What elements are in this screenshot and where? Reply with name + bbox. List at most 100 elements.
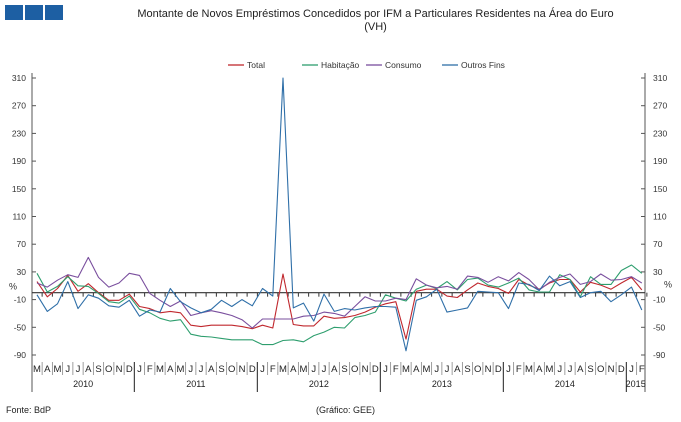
y-tick-label-right: 190 — [653, 156, 667, 166]
month-label: D — [126, 364, 133, 375]
month-label: M — [402, 364, 410, 375]
y-tick-label-left: 270 — [12, 101, 26, 111]
series-line-total — [36, 273, 643, 340]
month-label: S — [587, 364, 593, 375]
month-label: M — [423, 364, 431, 375]
month-label: D — [618, 364, 625, 375]
month-label: F — [270, 364, 276, 375]
month-label: D — [495, 364, 502, 375]
month-label: M — [300, 364, 308, 375]
y-tick-label-left: 310 — [12, 73, 26, 83]
month-label: N — [239, 364, 246, 375]
month-label: A — [85, 364, 92, 375]
y-tick-label-left: 110 — [12, 212, 26, 222]
legend-label-3: Outros Fins — [461, 60, 505, 70]
month-label: M — [546, 364, 554, 375]
month-label: M — [156, 364, 164, 375]
y-tick-label-right: 230 — [653, 128, 667, 138]
month-label: M — [177, 364, 185, 375]
y-tick-label-left: -90 — [14, 350, 27, 360]
bank-logo-icon — [5, 5, 63, 20]
month-label: O — [597, 364, 604, 375]
month-label: F — [393, 364, 399, 375]
year-label: 2013 — [432, 379, 452, 389]
month-label: A — [577, 364, 584, 375]
y-tick-label-right: 110 — [653, 212, 667, 222]
year-label: 2010 — [73, 379, 93, 389]
y-tick-label-left: -50 — [14, 322, 27, 332]
month-label: J — [557, 364, 562, 375]
y-tick-label-right: -50 — [653, 322, 666, 332]
month-label: A — [44, 364, 51, 375]
month-label: O — [474, 364, 481, 375]
chart-subtitle: (VH) — [364, 21, 387, 33]
y-tick-label-left: 150 — [12, 184, 26, 194]
month-label: A — [454, 364, 461, 375]
credit-note: (Gráfico: GEE) — [316, 405, 376, 415]
year-label: 2015 — [626, 379, 646, 389]
month-label: F — [516, 364, 522, 375]
month-label: F — [147, 364, 153, 375]
month-label: M — [525, 364, 533, 375]
month-label: S — [95, 364, 101, 375]
month-label: J — [445, 364, 450, 375]
month-label: J — [383, 364, 388, 375]
month-label: J — [76, 364, 81, 375]
month-label: A — [413, 364, 420, 375]
month-label: A — [167, 364, 174, 375]
y-tick-label-right: -10 — [653, 295, 666, 305]
legend-label-0: Total — [247, 60, 265, 70]
legend-label-1: Habitação — [321, 60, 360, 70]
y-tick-label-right: 30 — [653, 267, 663, 277]
y-tick-label-left: 190 — [12, 156, 26, 166]
month-label: N — [608, 364, 615, 375]
source-note: Fonte: BdP — [6, 405, 52, 415]
y-tick-label-left: -10 — [14, 295, 27, 305]
month-label: O — [228, 364, 235, 375]
month-label: M — [54, 364, 62, 375]
month-label: J — [188, 364, 193, 375]
month-label: J — [434, 364, 439, 375]
y-tick-label-right: 70 — [653, 239, 663, 249]
month-label: J — [506, 364, 511, 375]
y-tick-label-left: 230 — [12, 128, 26, 138]
month-label: D — [249, 364, 256, 375]
y-tick-label-right: 310 — [653, 73, 667, 83]
month-label: J — [137, 364, 142, 375]
month-label: A — [290, 364, 297, 375]
year-label: 2011 — [186, 379, 205, 389]
y-unit-left: % — [9, 282, 17, 292]
month-label: N — [362, 364, 369, 375]
month-label: J — [260, 364, 265, 375]
month-label: J — [322, 364, 327, 375]
month-label: M — [33, 364, 41, 375]
month-label: J — [311, 364, 316, 375]
year-label: 2014 — [555, 379, 575, 389]
y-tick-label-left: 70 — [17, 239, 27, 249]
series-line-habitação — [36, 264, 643, 346]
month-label: M — [279, 364, 287, 375]
month-label: S — [464, 364, 470, 375]
month-label: O — [351, 364, 358, 375]
month-label: J — [65, 364, 70, 375]
month-label: A — [331, 364, 338, 375]
month-label: J — [568, 364, 573, 375]
month-label: F — [639, 364, 645, 375]
month-label: S — [341, 364, 347, 375]
chart-title-block: Montante de Novos Empréstimos Concedidos… — [70, 8, 681, 34]
month-label: S — [218, 364, 224, 375]
chart-title: Montante de Novos Empréstimos Concedidos… — [137, 8, 614, 20]
y-tick-label-right: 150 — [653, 184, 667, 194]
legend-label-2: Consumo — [385, 60, 422, 70]
y-unit-right: % — [664, 280, 672, 290]
y-tick-label-right: -90 — [653, 350, 666, 360]
month-label: N — [485, 364, 492, 375]
month-label: O — [105, 364, 112, 375]
month-label: N — [116, 364, 123, 375]
month-label: A — [536, 364, 543, 375]
year-label: 2012 — [309, 379, 329, 389]
y-tick-label-left: 30 — [17, 267, 27, 277]
month-label: D — [372, 364, 379, 375]
series-line-outros-fins — [36, 77, 643, 352]
